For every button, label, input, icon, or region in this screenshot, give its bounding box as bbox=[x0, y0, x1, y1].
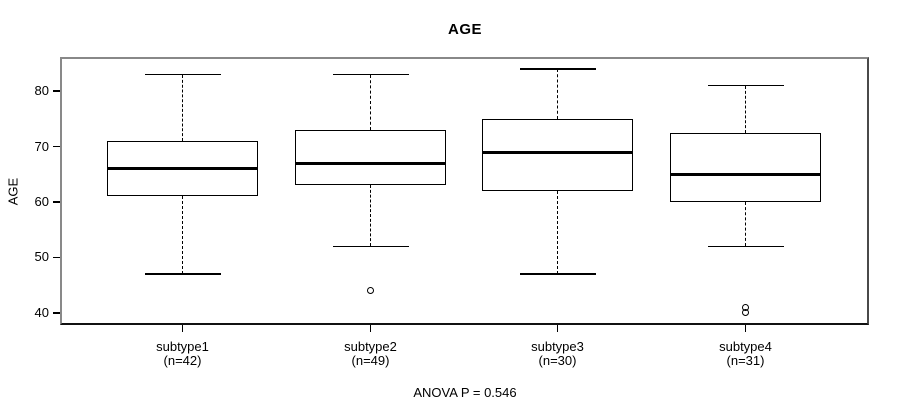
whisker-cap-lower bbox=[519, 273, 596, 275]
whisker-cap-upper bbox=[144, 73, 221, 76]
x-category-count: (n=31) bbox=[726, 353, 765, 368]
whisker-cap-lower bbox=[332, 245, 409, 248]
box bbox=[295, 129, 446, 186]
x-category-count: (n=42) bbox=[163, 353, 202, 368]
y-tick bbox=[53, 256, 60, 259]
whisker-lower bbox=[370, 185, 371, 247]
anova-annotation: ANOVA P = 0.546 bbox=[413, 385, 517, 400]
x-tick bbox=[181, 325, 184, 332]
median-line bbox=[107, 167, 258, 171]
box bbox=[482, 118, 633, 191]
x-category-label: subtype2 (n=49) bbox=[291, 340, 451, 368]
box bbox=[670, 132, 821, 202]
whisker-cap-upper bbox=[707, 84, 784, 87]
whisker-upper bbox=[182, 74, 183, 142]
y-tick bbox=[53, 312, 60, 314]
x-category-label: subtype1 (n=42) bbox=[103, 340, 263, 368]
y-tick-label: 50 bbox=[34, 249, 49, 265]
x-category-name: subtype3 bbox=[531, 339, 584, 354]
x-category-name: subtype2 bbox=[344, 339, 397, 354]
whisker-lower bbox=[745, 201, 746, 247]
whisker-cap-lower bbox=[707, 245, 784, 248]
x-category-label: subtype4 (n=31) bbox=[666, 340, 826, 368]
chart-title: AGE bbox=[447, 21, 482, 38]
whisker-cap-upper bbox=[332, 73, 409, 76]
whisker-upper bbox=[745, 85, 746, 133]
whisker-cap-lower bbox=[144, 273, 221, 275]
y-tick bbox=[53, 90, 60, 92]
plot-frame bbox=[60, 57, 869, 325]
median-line bbox=[670, 172, 821, 176]
median-line bbox=[482, 150, 633, 154]
x-tick bbox=[556, 325, 559, 332]
x-tick bbox=[744, 325, 747, 332]
y-axis-title: AGE bbox=[5, 177, 21, 206]
outlier-point bbox=[367, 287, 374, 295]
whisker-upper bbox=[370, 74, 371, 130]
x-category-count: (n=49) bbox=[351, 353, 390, 368]
x-category-name: subtype1 bbox=[156, 339, 209, 354]
x-category-label: subtype3 (n=30) bbox=[478, 340, 638, 368]
whisker-cap-upper bbox=[519, 68, 596, 70]
y-tick-label: 60 bbox=[34, 193, 49, 209]
outlier-point bbox=[742, 309, 749, 317]
median-line bbox=[295, 161, 446, 165]
whisker-upper bbox=[557, 68, 558, 119]
x-category-name: subtype4 bbox=[719, 339, 772, 354]
whisker-lower bbox=[557, 190, 558, 275]
x-tick bbox=[369, 325, 372, 332]
whisker-lower bbox=[182, 196, 183, 274]
x-category-count: (n=30) bbox=[538, 353, 577, 368]
y-tick bbox=[53, 145, 60, 148]
y-tick-label: 40 bbox=[34, 304, 49, 320]
y-tick-label: 70 bbox=[34, 138, 49, 154]
y-tick bbox=[53, 201, 60, 203]
y-tick-label: 80 bbox=[34, 83, 49, 99]
